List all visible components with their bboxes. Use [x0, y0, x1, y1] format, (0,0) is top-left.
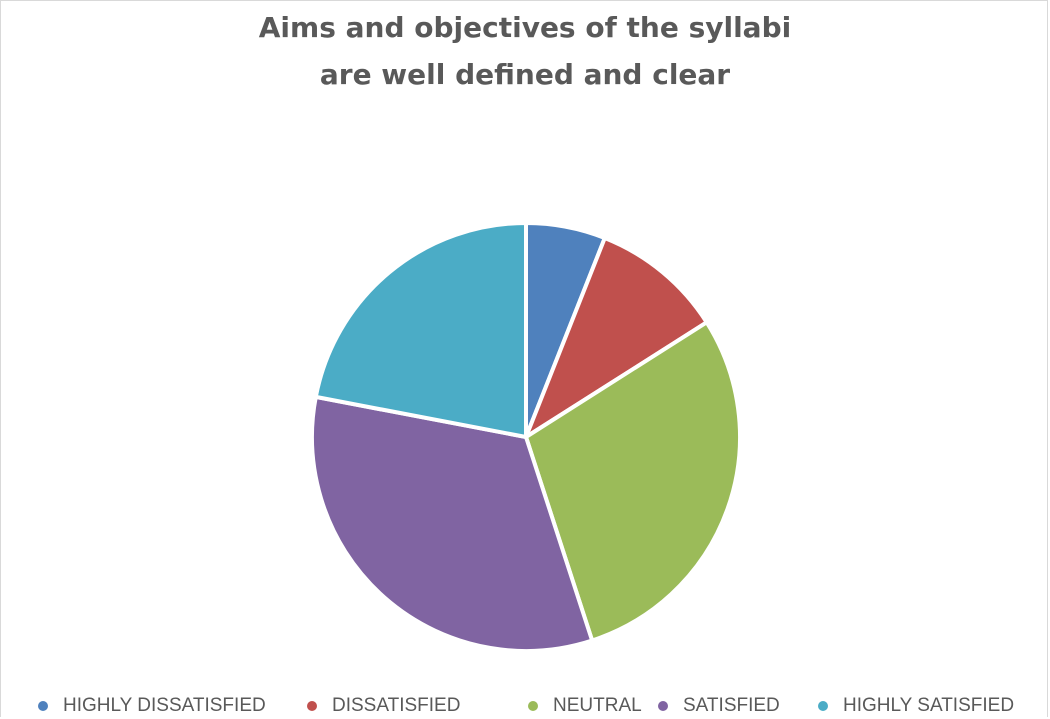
legend-item-highly-satisfied: HIGHLY SATISFIED — [818, 692, 1014, 719]
legend-marker-icon — [818, 700, 828, 711]
legend-label: HIGHLY SATISFIED — [843, 694, 1015, 716]
legend-item-neutral: NEUTRAL — [528, 692, 642, 719]
pie-slice-highly-satisfied — [313, 221, 528, 439]
legend-marker-icon — [307, 700, 317, 711]
chart-title: Aims and objectives of the syllabi are w… — [258, 11, 792, 91]
chart-legend: HIGHLY DISSATISFIED DISSATISFIED NEUTRAL SA… — [0, 692, 1050, 719]
legend-marker-icon — [528, 700, 538, 711]
pie-slice-dissatisfied — [524, 236, 709, 439]
legend-item-satisfied: SATISFIED — [658, 692, 780, 719]
legend-label: SATISFIED — [683, 694, 780, 716]
legend-label: NEUTRAL — [553, 694, 642, 716]
legend-marker-icon — [658, 700, 668, 711]
legend-item-dissatisfied: DISSATISFIED — [307, 692, 460, 719]
pie-slice-neutral — [524, 320, 742, 643]
pie-slice-satisfied — [310, 394, 595, 653]
legend-label: DISSATISFIED — [332, 694, 461, 716]
legend-item-highly-dissatisfied: HIGHLY DISSATISFIED — [38, 692, 266, 719]
legend-marker-icon — [38, 700, 48, 711]
legend-label: HIGHLY DISSATISFIED — [63, 694, 266, 716]
